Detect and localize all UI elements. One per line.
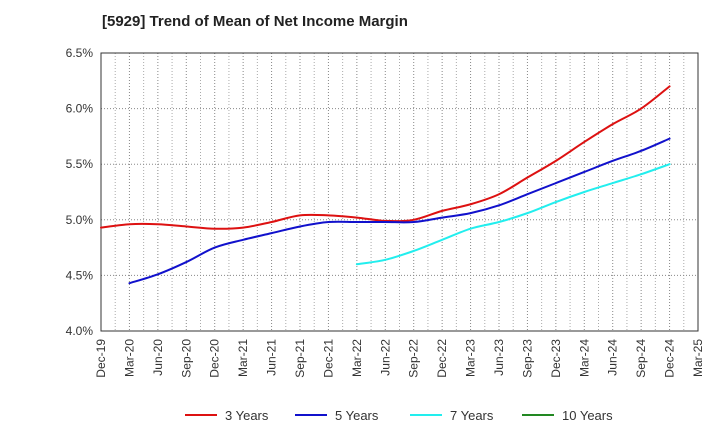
x-tick-label: Dec-24 — [663, 339, 677, 378]
legend-layer: 3 Years 5 Years 7 Years 10 Years — [185, 408, 613, 423]
x-tick-label: Sep-22 — [407, 339, 421, 378]
x-tick-label: Jun-23 — [492, 339, 506, 376]
series-layer — [100, 85, 671, 285]
y-tick-label: 4.5% — [66, 268, 94, 282]
x-tick-label: Sep-20 — [179, 339, 193, 378]
legend-label: 5 Years — [335, 408, 379, 423]
y-tick-label: 6.5% — [66, 46, 94, 60]
x-tick-label: Mar-24 — [577, 339, 591, 377]
x-tick-label: Jun-22 — [378, 339, 392, 376]
series-line-7-years — [355, 163, 671, 266]
y-tick-label: 4.0% — [66, 324, 94, 338]
x-tick-label: Mar-21 — [236, 339, 250, 377]
x-tick-label: Dec-20 — [208, 339, 222, 378]
legend-label: 10 Years — [562, 408, 613, 423]
x-tick-label: Dec-19 — [94, 339, 108, 378]
y-tick-label: 6.0% — [66, 102, 94, 116]
chart-title: [5929] Trend of Mean of Net Income Margi… — [102, 13, 408, 30]
grid-layer — [100, 52, 699, 332]
x-tick-label: Sep-23 — [520, 339, 534, 378]
legend-label: 7 Years — [450, 408, 494, 423]
x-tick-label: Mar-22 — [350, 339, 364, 377]
y-tick-label: 5.0% — [66, 213, 94, 227]
x-tick-label: Sep-24 — [634, 339, 648, 378]
x-tick-label: Mar-25 — [691, 339, 705, 377]
axis-layer: 4.0% 4.5% 5.0% 5.5% 6.0% 6.5% Dec-19 Mar-20 Jun-… — [66, 46, 705, 378]
series-line-3-years — [100, 85, 671, 230]
x-tick-label: Sep-21 — [293, 339, 307, 378]
legend-label: 3 Years — [225, 408, 269, 423]
x-tick-label: Dec-21 — [321, 339, 335, 378]
x-tick-label: Dec-22 — [435, 339, 449, 378]
x-tick-label: Jun-24 — [606, 339, 620, 376]
y-tick-label: 5.5% — [66, 157, 94, 171]
x-tick-label: Mar-23 — [464, 339, 478, 377]
x-tick-label: Mar-20 — [122, 339, 136, 377]
plot-frame — [100, 52, 699, 332]
series-line-5-years — [128, 137, 671, 285]
x-tick-label: Dec-23 — [549, 339, 563, 378]
x-tick-label: Jun-20 — [151, 339, 165, 376]
x-tick-label: Jun-21 — [265, 339, 279, 376]
